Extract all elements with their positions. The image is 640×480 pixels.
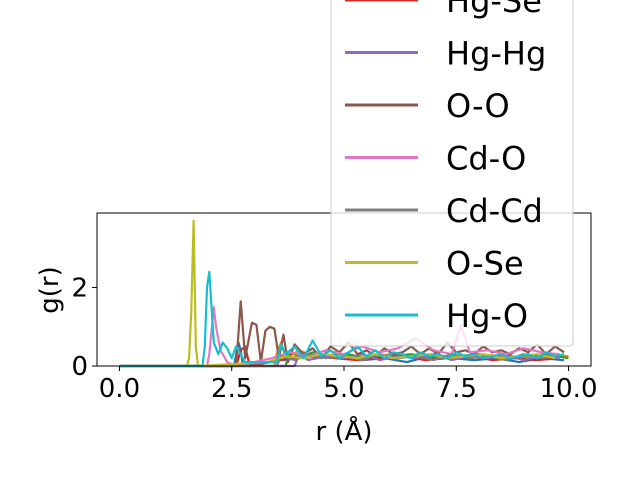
x-tick-label: 5.0 [323, 374, 364, 404]
x-axis-label: r (Å) [315, 415, 372, 447]
legend-label-hg-hg: Hg-Hg [446, 35, 546, 73]
legend-entries: Hg-Se Hg-Hg O-O Cd-O Cd-Cd O-Se Hg-O [345, 0, 546, 335]
y-tick-label: 0 [71, 352, 88, 382]
legend-label-o-se: O-Se [446, 245, 524, 283]
legend-box [330, 0, 574, 347]
legend: Hg-Se Hg-Hg O-O Cd-O Cd-Cd O-Se Hg-O [330, 0, 574, 347]
series-line-o-se [119, 219, 556, 368]
legend-label-hg-se: Hg-Se [446, 0, 542, 20]
x-tick-label: 2.5 [211, 374, 252, 404]
y-tick-label: 2 [71, 274, 88, 304]
plot-lines [119, 219, 569, 368]
y-axis-label: g(r) [35, 266, 65, 313]
x-axis-ticks: 0.0 2.5 5.0 7.5 10.0 [99, 366, 598, 404]
x-tick-label: 10.0 [540, 374, 598, 404]
x-tick-label: 7.5 [436, 374, 477, 404]
legend-label-o-o: O-O [446, 87, 510, 125]
legend-label-hg-o: Hg-O [446, 297, 528, 335]
legend-label-cd-o: Cd-O [446, 140, 526, 178]
x-tick-label: 0.0 [99, 374, 140, 404]
legend-label-cd-cd: Cd-Cd [446, 192, 543, 230]
y-axis-ticks: 02 [71, 274, 97, 382]
